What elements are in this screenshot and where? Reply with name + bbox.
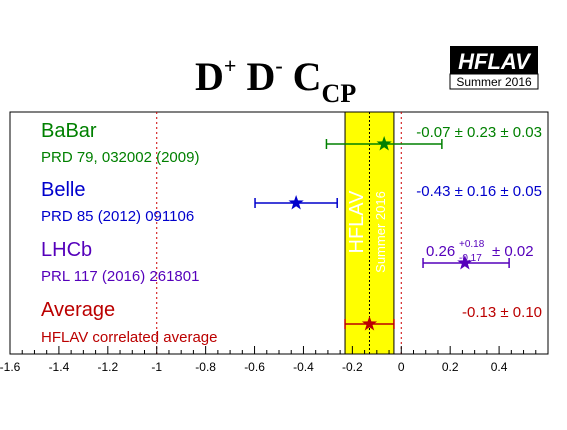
row-lhcb: LHCb PRL 117 (2016) 261801 0.26 +0.18 -0.17 ±… xyxy=(41,239,534,285)
average-band-group: HFLAV Summer 2016 xyxy=(344,111,395,355)
x-tick-label: -1 xyxy=(151,360,162,374)
logo-name: HFLAV xyxy=(458,49,532,74)
chart-title: D+ D- CCP xyxy=(195,53,356,108)
x-tick-label: -1.6 xyxy=(0,360,21,374)
result-syst: ± 0.02 xyxy=(492,243,534,260)
experiment-label: LHCb xyxy=(41,239,92,261)
result-label: -0.43 ± 0.16 ± 0.05 xyxy=(416,183,542,200)
reference-label: PRD 79, 032002 (2009) xyxy=(41,149,199,166)
title-sup-plus: + xyxy=(224,53,237,78)
x-tick-label: 0 xyxy=(398,360,405,374)
data-point-star xyxy=(457,255,473,270)
x-tick-label: -0.6 xyxy=(244,360,265,374)
measurement-rows: BaBar PRD 79, 032002 (2009) -0.07 ± 0.23 ±… xyxy=(41,120,542,346)
result-label: -0.13 ± 0.10 xyxy=(462,304,542,321)
x-tick-label: -1.2 xyxy=(97,360,118,374)
x-tick-label: -0.8 xyxy=(195,360,216,374)
reference-label: PRL 117 (2016) 261801 xyxy=(41,268,199,285)
logo-period: Summer 2016 xyxy=(456,75,532,89)
x-tick-label: 0.2 xyxy=(442,360,459,374)
x-tick-label: -0.2 xyxy=(342,360,363,374)
experiment-label: BaBar xyxy=(41,120,97,142)
logo-top-box xyxy=(450,46,538,74)
row-babar: BaBar PRD 79, 032002 (2009) -0.07 ± 0.23 ±… xyxy=(41,120,542,166)
reference-lines xyxy=(156,112,402,354)
result-err-plus: +0.18 xyxy=(459,239,485,250)
title-sup-minus: - xyxy=(275,53,282,78)
title-sub-cp: CP xyxy=(322,79,357,108)
row-belle: Belle PRD 85 (2012) 091106 -0.43 ± 0.16 ± … xyxy=(41,179,542,225)
title-d1: D xyxy=(195,54,224,99)
title-d2: D xyxy=(236,54,275,99)
x-axis: -1.6 -1.4 -1.2 -1 -0.8 -0.6 -0.4 -0.2 0 0.2 0.4 xyxy=(0,346,537,374)
hflav-logo: HFLAV Summer 2016 xyxy=(449,46,539,90)
data-point-star xyxy=(361,316,378,331)
x-tick-label: 0.4 xyxy=(491,360,508,374)
experiment-label: Belle xyxy=(41,179,85,201)
row-average: Average HFLAV correlated average -0.13 ± 0… xyxy=(41,299,542,346)
data-point-star xyxy=(288,195,304,210)
x-tick-label: -1.4 xyxy=(49,360,70,374)
band-label-hflav: HFLAV xyxy=(346,190,368,254)
reference-label: HFLAV correlated average xyxy=(41,329,217,346)
result-central: 0.26 xyxy=(426,243,455,260)
x-tick-label: -0.4 xyxy=(293,360,314,374)
logo-bottom-box xyxy=(449,73,539,90)
result-err-minus: -0.17 xyxy=(459,253,482,264)
band-label-period: Summer 2016 xyxy=(373,191,388,273)
data-point-star xyxy=(376,136,392,151)
reference-label: PRD 85 (2012) 091106 xyxy=(41,208,194,225)
title-c: C xyxy=(283,54,322,99)
plot-frame xyxy=(9,111,549,355)
experiment-label: Average xyxy=(41,299,115,321)
result-label: -0.07 ± 0.23 ± 0.03 xyxy=(416,124,542,141)
